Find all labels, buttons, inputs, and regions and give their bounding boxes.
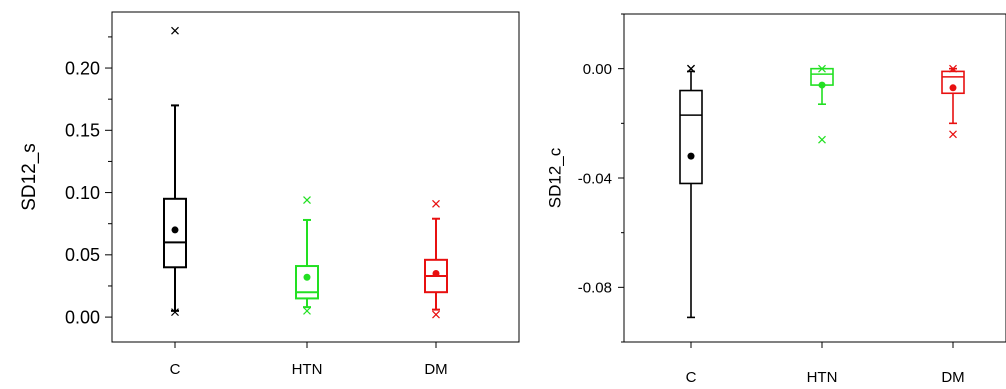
x-tick-label: DM xyxy=(424,361,447,378)
mean-marker xyxy=(819,82,826,89)
x-tick-label: C xyxy=(686,369,697,386)
extreme-marker xyxy=(819,136,826,143)
y-tick-label: 0.15 xyxy=(65,121,100,141)
iqr-box xyxy=(296,266,318,298)
extreme-marker xyxy=(433,311,440,318)
mean-marker xyxy=(304,274,311,281)
box-dm xyxy=(942,65,964,138)
y-tick-label: 0.05 xyxy=(65,245,100,265)
y-tick-label: 0.00 xyxy=(583,61,612,78)
y-tick-label: 0.10 xyxy=(65,183,100,203)
x-tick-label: C xyxy=(170,361,181,378)
box-c xyxy=(680,65,702,317)
extreme-marker xyxy=(433,200,440,207)
extreme-marker xyxy=(950,131,957,138)
y-tick-label: 0.00 xyxy=(65,307,100,327)
extreme-marker xyxy=(304,197,311,204)
extreme-marker xyxy=(172,27,179,34)
x-tick-label: HTN xyxy=(807,369,838,386)
y-axis-label: SD12_c xyxy=(545,147,564,208)
mean-marker xyxy=(688,153,695,160)
panel-sd12-s: 0.00 0.05 0.10 0.15 0.20 SD12_s C HTN DM xyxy=(19,12,519,378)
x-tick-label: DM xyxy=(941,369,964,386)
box-c xyxy=(164,27,186,315)
panel-sd12-c: 0.00 -0.04 -0.08 SD12_c C HTN DM xyxy=(545,14,1006,386)
x-tick-label: HTN xyxy=(292,361,323,378)
y-tick-label: 0.20 xyxy=(65,58,100,78)
box-htn xyxy=(296,197,318,315)
y-axis-label: SD12_s xyxy=(19,143,40,211)
mean-marker xyxy=(950,84,957,91)
y-tick-label: -0.04 xyxy=(578,170,612,187)
mean-marker xyxy=(172,226,179,233)
mean-marker xyxy=(433,270,440,277)
iqr-box xyxy=(680,91,702,184)
box-htn xyxy=(811,65,833,143)
y-tick-label: -0.08 xyxy=(578,280,612,297)
extreme-marker xyxy=(304,307,311,314)
box-dm xyxy=(425,200,447,318)
